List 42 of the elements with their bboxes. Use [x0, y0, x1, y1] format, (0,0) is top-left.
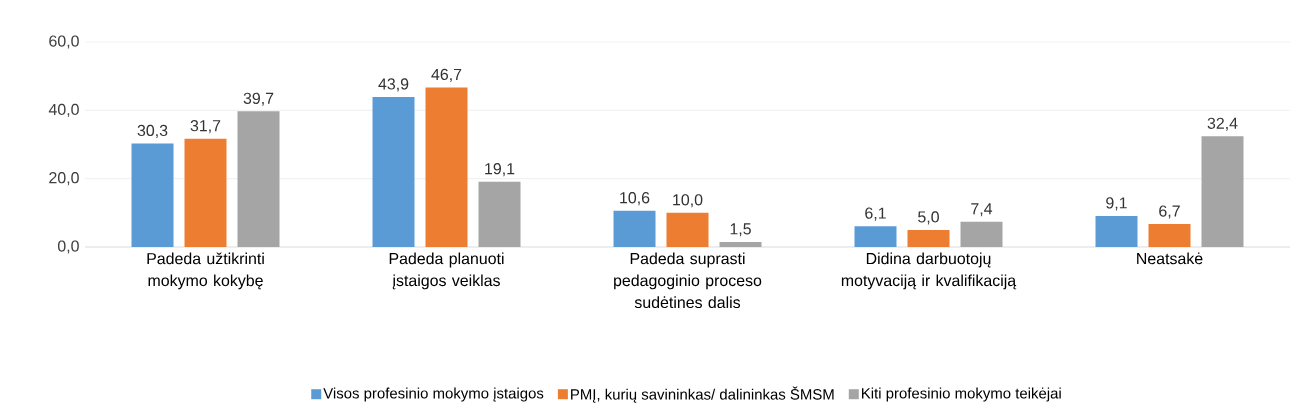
- data-label: 6,7: [1159, 205, 1180, 219]
- y-tick-label: 60,0: [49, 35, 79, 49]
- data-label: 46,7: [431, 68, 462, 82]
- x-tick-label: Padeda užtikrinti mokymo kokybę: [147, 252, 264, 290]
- data-label: 5,0: [918, 211, 939, 225]
- data-label: 9,1: [1106, 197, 1127, 211]
- bar: [131, 143, 174, 247]
- data-label: 43,9: [378, 78, 409, 92]
- bar: [1095, 215, 1138, 247]
- data-label: 30,3: [137, 124, 168, 138]
- y-tick-label: 20,0: [49, 172, 79, 186]
- bar: [854, 226, 897, 247]
- data-label: 7,4: [971, 203, 993, 217]
- legend-label: PMĮ, kurių savininkas/ dalininkas ŠMSM: [571, 386, 834, 403]
- data-label: 39,7: [243, 92, 274, 106]
- data-label: 6,1: [865, 207, 886, 221]
- bar: [907, 229, 950, 247]
- bar: [1148, 224, 1191, 247]
- bar: [613, 210, 656, 247]
- x-tick-label: Didina darbuotojų motyvaciją ir kvalifikaciją: [841, 252, 1017, 290]
- bar: [666, 212, 709, 247]
- data-label: 10,0: [673, 194, 703, 208]
- data-label: 19,1: [485, 163, 515, 177]
- bar: [372, 97, 415, 247]
- bar: [184, 138, 227, 247]
- data-label: 31,7: [190, 120, 221, 134]
- bar: [237, 111, 280, 247]
- data-label: 10,6: [620, 192, 650, 206]
- bar: [719, 241, 762, 247]
- bar: [478, 181, 521, 247]
- legend-label: Visos profesinio mokymo įstaigos: [323, 387, 544, 402]
- y-tick-label: 0,0: [57, 240, 79, 254]
- data-label: 1,5: [730, 223, 751, 237]
- x-tick-label: Neatsakė: [1137, 252, 1203, 265]
- x-tick-label: Padeda suprasti pedagoginio proceso sudėtines dalis: [614, 252, 762, 309]
- y-tick-label: 40,0: [48, 103, 79, 117]
- bar: [1201, 136, 1244, 247]
- x-tick-label: Padeda planuoti įstaigos veiklas: [389, 252, 504, 290]
- bar: [425, 87, 468, 247]
- data-label: 32,4: [1207, 117, 1238, 131]
- legend-label: Kiti profesinio mokymo teikėjai: [862, 387, 1061, 402]
- bar: [960, 221, 1003, 247]
